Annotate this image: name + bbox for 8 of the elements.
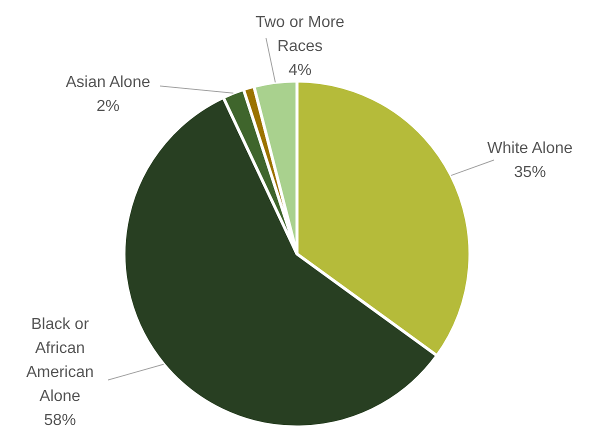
slice-label: Black or African American Alone xyxy=(26,316,94,404)
data-label: 58% xyxy=(44,412,76,428)
data-label: 4% xyxy=(288,62,312,78)
slice-label: Asian Alone xyxy=(66,74,150,90)
slice-label: White Alone xyxy=(487,140,573,156)
data-label: 2% xyxy=(96,98,120,114)
data-label: 35% xyxy=(514,164,546,180)
slice-label: Two or More Races xyxy=(256,14,345,54)
